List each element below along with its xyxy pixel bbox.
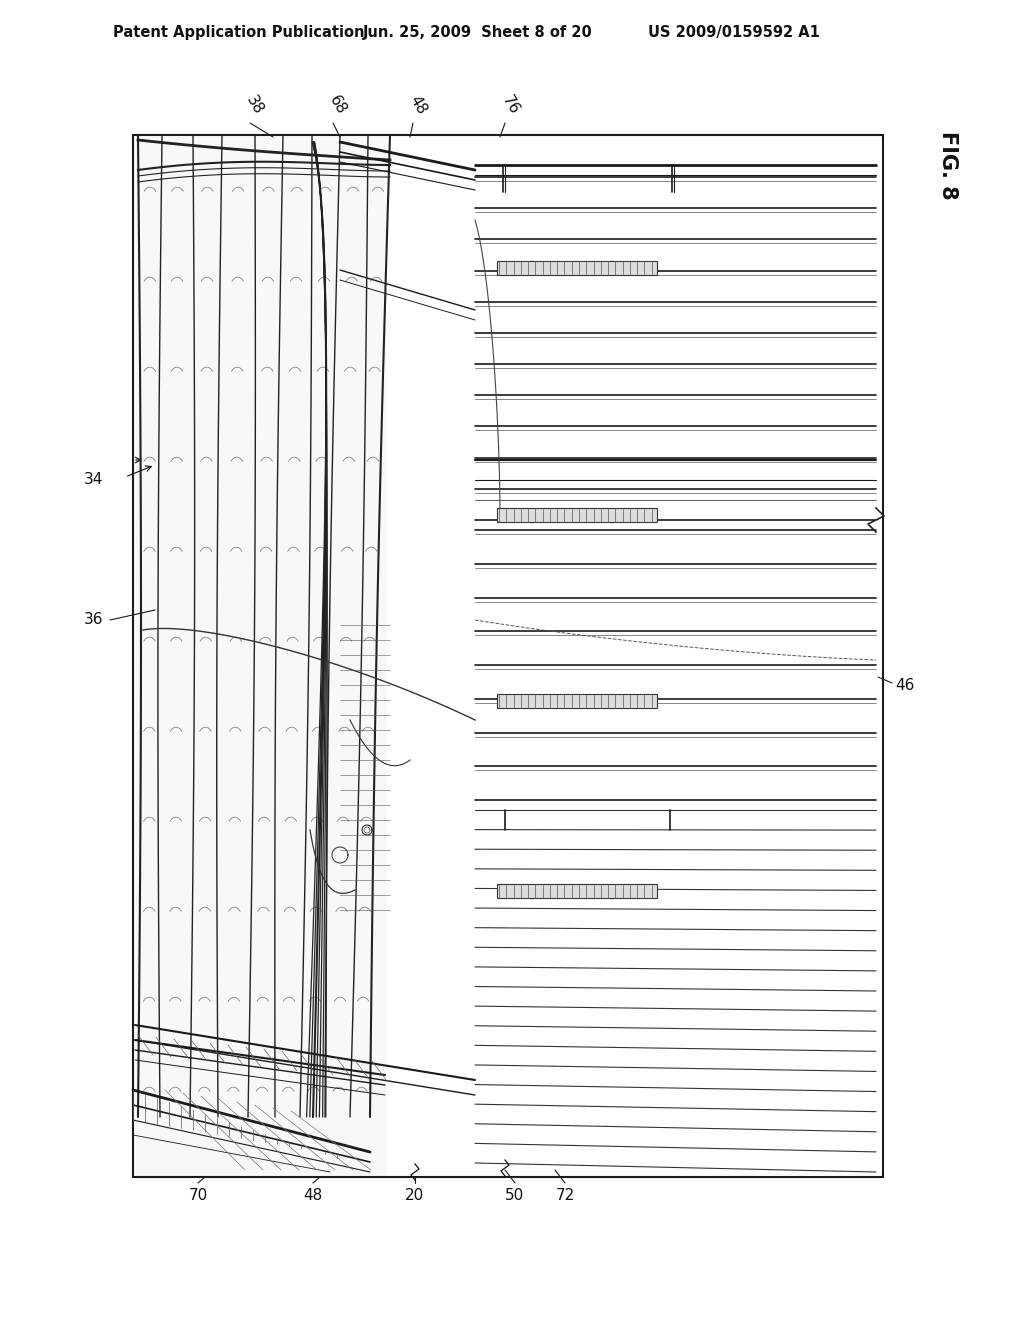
- Text: Jun. 25, 2009  Sheet 8 of 20: Jun. 25, 2009 Sheet 8 of 20: [362, 25, 593, 40]
- Text: 72: 72: [555, 1188, 574, 1203]
- Text: 50: 50: [506, 1188, 524, 1203]
- Text: 46: 46: [895, 677, 914, 693]
- Text: Patent Application Publication: Patent Application Publication: [113, 25, 365, 40]
- Polygon shape: [135, 137, 385, 1175]
- Text: 36: 36: [84, 612, 103, 627]
- Text: 48: 48: [407, 92, 429, 117]
- Text: FIG. 8: FIG. 8: [938, 131, 958, 199]
- Text: 34: 34: [84, 473, 103, 487]
- Text: 68: 68: [327, 92, 349, 117]
- Text: US 2009/0159592 A1: US 2009/0159592 A1: [648, 25, 820, 40]
- Bar: [497, 694, 657, 708]
- Bar: [497, 261, 657, 275]
- Bar: [497, 508, 657, 521]
- Text: 48: 48: [303, 1188, 323, 1203]
- Text: 20: 20: [406, 1188, 425, 1203]
- Bar: [497, 884, 657, 898]
- Text: 38: 38: [244, 92, 266, 117]
- Text: 70: 70: [188, 1188, 208, 1203]
- Text: 76: 76: [499, 92, 521, 117]
